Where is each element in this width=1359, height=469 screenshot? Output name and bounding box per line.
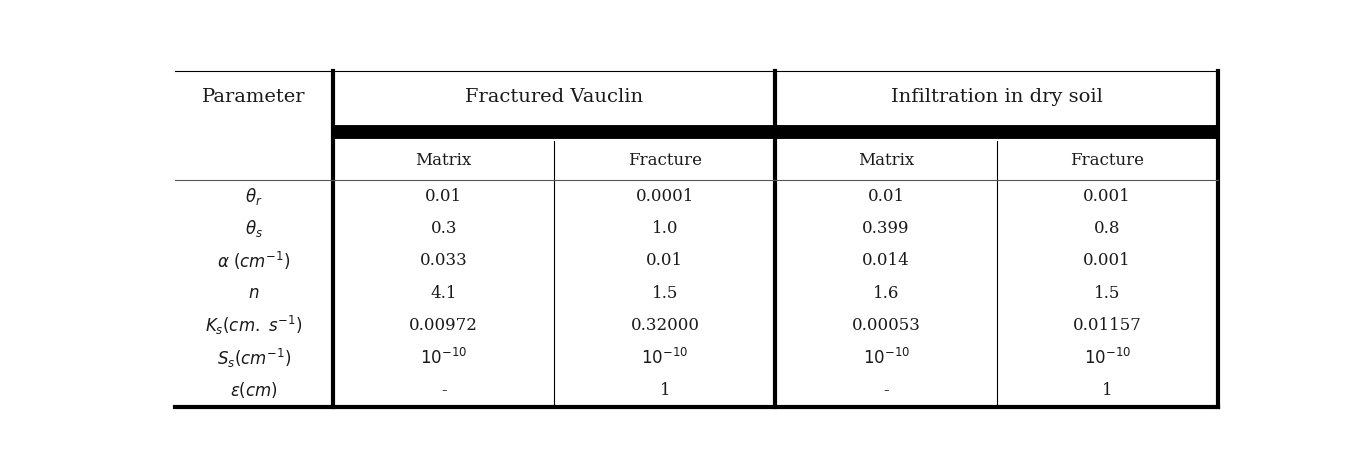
Text: 0.01: 0.01 (867, 188, 905, 204)
Text: $10^{-10}$: $10^{-10}$ (641, 348, 689, 368)
Text: 0.3: 0.3 (431, 220, 457, 237)
Text: -: - (440, 382, 447, 399)
Text: 1.0: 1.0 (652, 220, 678, 237)
Text: $\theta_r$: $\theta_r$ (246, 186, 262, 206)
Text: $10^{-10}$: $10^{-10}$ (420, 348, 467, 368)
Text: $n$: $n$ (249, 284, 260, 302)
Text: Matrix: Matrix (858, 152, 915, 169)
Text: $S_s(cm^{-1})$: $S_s(cm^{-1})$ (217, 347, 291, 370)
Text: 0.00053: 0.00053 (852, 317, 920, 334)
Text: 0.01: 0.01 (425, 188, 462, 204)
Text: 0.399: 0.399 (863, 220, 909, 237)
Text: $\varepsilon(cm)$: $\varepsilon(cm)$ (230, 380, 279, 401)
Text: $\theta_s$: $\theta_s$ (245, 218, 264, 239)
Text: Fracture: Fracture (1071, 152, 1144, 169)
Text: 1.6: 1.6 (872, 285, 900, 302)
Text: 0.01: 0.01 (647, 252, 684, 269)
Text: $K_s(cm.\ s^{-1})$: $K_s(cm.\ s^{-1})$ (205, 314, 303, 337)
Text: 0.8: 0.8 (1094, 220, 1120, 237)
Text: 1: 1 (1102, 382, 1113, 399)
Text: 0.32000: 0.32000 (631, 317, 700, 334)
Text: $\alpha\ (cm^{-1})$: $\alpha\ (cm^{-1})$ (217, 250, 291, 272)
Text: Fractured Vauclin: Fractured Vauclin (465, 88, 643, 106)
Text: Matrix: Matrix (416, 152, 472, 169)
Text: Infiltration in dry soil: Infiltration in dry soil (890, 88, 1102, 106)
Text: 0.01157: 0.01157 (1072, 317, 1142, 334)
Text: $10^{-10}$: $10^{-10}$ (1083, 348, 1131, 368)
Text: 1.5: 1.5 (1094, 285, 1120, 302)
Text: 0.00972: 0.00972 (409, 317, 478, 334)
Text: 0.0001: 0.0001 (636, 188, 694, 204)
Text: 0.001: 0.001 (1083, 188, 1131, 204)
Text: Parameter: Parameter (202, 88, 306, 106)
Text: 0.033: 0.033 (420, 252, 467, 269)
Text: $10^{-10}$: $10^{-10}$ (863, 348, 909, 368)
Text: 4.1: 4.1 (431, 285, 457, 302)
Text: Fracture: Fracture (628, 152, 701, 169)
Text: 1: 1 (659, 382, 670, 399)
Text: 1.5: 1.5 (652, 285, 678, 302)
Text: -: - (883, 382, 889, 399)
Text: 0.014: 0.014 (862, 252, 911, 269)
Text: 0.001: 0.001 (1083, 252, 1131, 269)
